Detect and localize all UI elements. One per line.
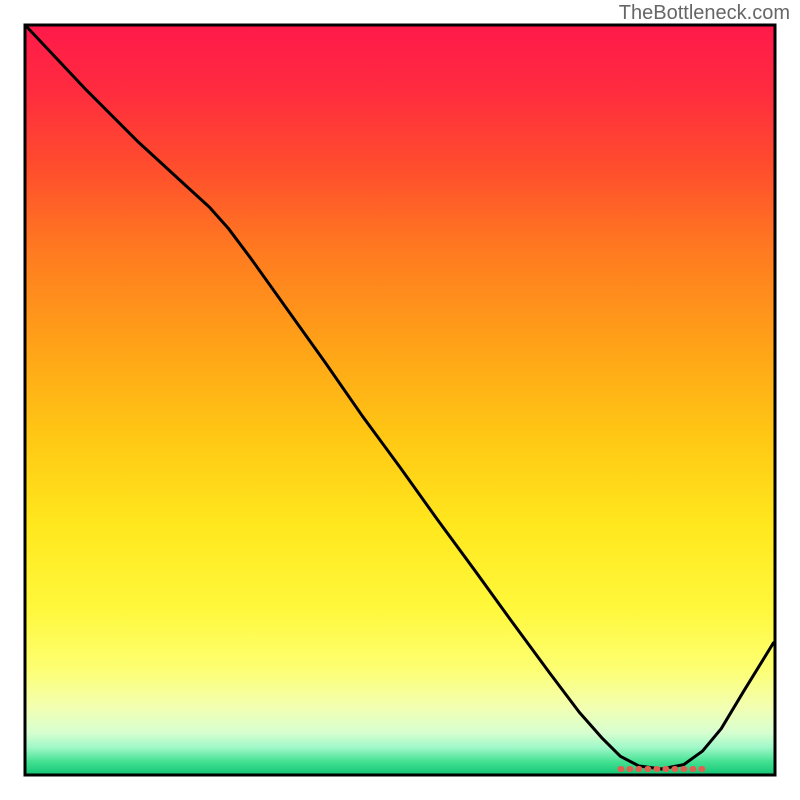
plot-gradient-fill — [27, 27, 774, 774]
bottleneck-chart — [0, 0, 800, 800]
watermark-text: TheBottleneck.com — [619, 2, 790, 25]
chart-container: TheBottleneck.com — [0, 0, 800, 800]
